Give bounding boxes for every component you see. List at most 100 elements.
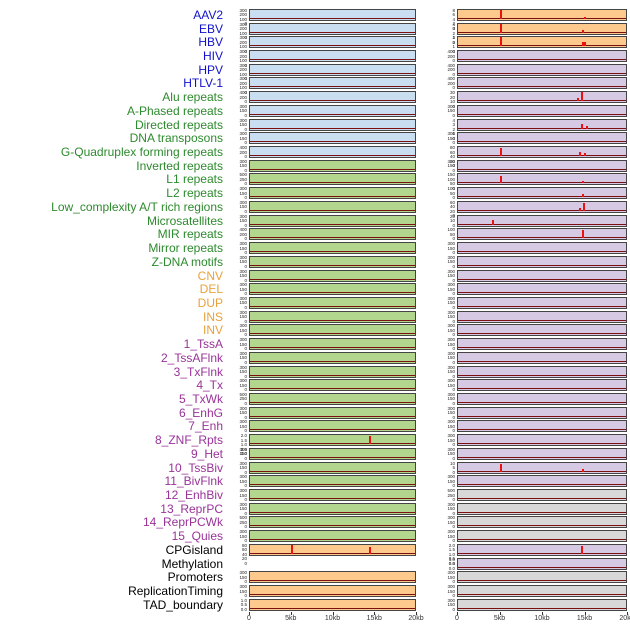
y-tick-label: 300 bbox=[239, 186, 247, 192]
y-tick-label: 0 bbox=[244, 428, 247, 434]
signal-baseline bbox=[250, 607, 415, 609]
y-axis-tick-labels: 20 10 0 bbox=[416, 214, 457, 227]
y-tick-label: 150 bbox=[239, 163, 247, 169]
track-row: 10_TssBiv 300 150 0 10 5 0 bbox=[2, 461, 630, 475]
track-row: 7_Enh 300 150 0 300 150 0 bbox=[2, 420, 630, 434]
track-label: TAD_boundary bbox=[143, 597, 223, 612]
y-tick-label: 150 bbox=[239, 245, 247, 251]
y-axis-tick-labels: 300 150 0 bbox=[228, 420, 249, 434]
signal-baseline bbox=[458, 552, 626, 554]
track-label: CPGisland bbox=[165, 542, 223, 557]
y-axis-tick-labels: 300 200 100 0 bbox=[228, 36, 249, 54]
y-axis-tick-labels: 300 150 0 bbox=[228, 159, 249, 172]
track-panel-right bbox=[457, 475, 627, 488]
track-row: Mirror repeats 300 150 0 300 150 0 bbox=[2, 241, 630, 255]
x-tick-mark bbox=[499, 611, 501, 615]
peak-marker bbox=[582, 29, 585, 33]
peak-marker bbox=[500, 148, 502, 157]
signal-baseline bbox=[250, 401, 415, 403]
y-tick-label: 0 bbox=[244, 35, 247, 41]
y-axis-tick-labels: 300 150 0 bbox=[228, 310, 249, 323]
y-tick-label: 0.0 bbox=[240, 451, 247, 457]
y-tick-label: 150 bbox=[239, 355, 247, 361]
signal-baseline bbox=[250, 251, 415, 253]
track-panel-left bbox=[249, 365, 416, 378]
track-row: DUP 300 150 0 300 150 0 bbox=[2, 296, 630, 310]
y-tick-label: 0 bbox=[244, 263, 247, 269]
track-label: HTLV-1 bbox=[183, 76, 223, 91]
track-panel-right bbox=[457, 598, 627, 611]
y-tick-label: 150 bbox=[447, 355, 455, 361]
track-panel-right bbox=[457, 269, 627, 282]
signal-baseline bbox=[458, 251, 626, 253]
x-tick-label: 15kb bbox=[576, 614, 593, 622]
y-tick-label: 100 bbox=[447, 176, 455, 182]
signal-baseline bbox=[250, 511, 415, 513]
signal-baseline bbox=[250, 594, 415, 596]
y-axis-tick-labels: 300 150 0 bbox=[416, 420, 457, 433]
y-axis-tick-labels: 300 150 0 bbox=[228, 186, 249, 201]
track-panel-right bbox=[457, 187, 627, 200]
y-tick-label: 0.5 bbox=[240, 602, 247, 608]
y-tick-label: 0 bbox=[452, 497, 455, 503]
y-tick-label: 0.0 bbox=[448, 565, 455, 571]
track-row: HPV 300 200 100 0 400 200 0 bbox=[2, 63, 630, 81]
y-axis-tick-labels: 300 150 0 bbox=[416, 530, 457, 543]
y-tick-label: 150 bbox=[447, 273, 455, 279]
y-tick-label: 0 bbox=[244, 373, 247, 379]
y-tick-label: 2 bbox=[452, 30, 455, 36]
signal-baseline bbox=[250, 196, 415, 198]
track-panel-right bbox=[457, 173, 627, 186]
track-row: 13_ReprPC 300 150 0 300 150 0 bbox=[2, 502, 630, 516]
track-row: G-Quadruplex forming repeats 400 200 0 80 60 4… bbox=[2, 145, 630, 168]
track-row: AAV2 300 200 100 0 8 6 4 2 0 bbox=[2, 7, 630, 30]
y-tick-label: 0 bbox=[452, 213, 455, 219]
y-axis-tick-labels: 80 60 40 20 0 bbox=[228, 543, 249, 565]
y-tick-label: 150 bbox=[239, 135, 247, 141]
x-tick-label: 10kb bbox=[324, 614, 341, 622]
track-panel-left bbox=[249, 242, 416, 255]
signal-baseline bbox=[458, 237, 626, 239]
y-tick-label: 300 bbox=[447, 474, 455, 480]
y-tick-label: 2 bbox=[452, 21, 455, 27]
y-tick-label: 150 bbox=[447, 396, 455, 402]
track-row: 14_ReprPCWk 500 250 0 300 150 0 bbox=[2, 516, 630, 530]
x-tick-mark bbox=[457, 611, 458, 615]
y-tick-label: 300 bbox=[239, 199, 247, 205]
signal-baseline bbox=[458, 511, 626, 513]
track-panel-right bbox=[457, 502, 627, 515]
signal-baseline bbox=[250, 223, 415, 225]
y-tick-label: 300 bbox=[239, 213, 247, 219]
y-tick-label: 300 bbox=[447, 433, 455, 439]
y-tick-label: 150 bbox=[447, 506, 455, 512]
track-panel-left bbox=[249, 296, 416, 309]
track-label: 11_BivFlnk bbox=[164, 474, 223, 489]
y-tick-label: 100 bbox=[239, 58, 247, 64]
track-row: A-Phased repeats 300 150 0 300 150 0 bbox=[2, 104, 630, 118]
track-row: 2_TssAFlnk 300 150 0 300 150 0 bbox=[2, 351, 630, 365]
signal-baseline bbox=[250, 443, 415, 445]
y-axis-tick-labels: 300 150 0 bbox=[416, 269, 457, 282]
y-tick-label: 300 bbox=[447, 584, 455, 590]
track-panel-left bbox=[249, 269, 416, 282]
track-label: AAV2 bbox=[193, 7, 223, 22]
y-axis-tick-labels: 300 150 0 bbox=[228, 213, 249, 227]
track-panel-right bbox=[457, 132, 627, 145]
track-row: 8_ZNF_Rpts 2.0 1.5 1.0 0.5 0.0 300 150 0 bbox=[2, 433, 630, 456]
signal-baseline bbox=[458, 182, 626, 184]
signal-baseline bbox=[250, 429, 415, 431]
y-tick-label: 150 bbox=[239, 108, 247, 114]
signal-baseline bbox=[250, 264, 415, 266]
y-axis-tick-labels: 400 200 0 bbox=[228, 146, 249, 159]
y-tick-label: 300 bbox=[447, 282, 455, 288]
y-axis-tick-labels: 300 150 0 bbox=[228, 406, 249, 419]
y-tick-label: 0 bbox=[452, 140, 455, 146]
y-tick-label: 0 bbox=[244, 304, 247, 310]
y-tick-label: 0 bbox=[452, 579, 455, 585]
y-tick-label: 0 bbox=[244, 195, 247, 201]
track-label: Directed repeats bbox=[134, 117, 223, 132]
y-tick-label: 0 bbox=[452, 263, 455, 269]
y-tick-label: 300 bbox=[447, 254, 455, 260]
peak-marker bbox=[291, 545, 294, 554]
